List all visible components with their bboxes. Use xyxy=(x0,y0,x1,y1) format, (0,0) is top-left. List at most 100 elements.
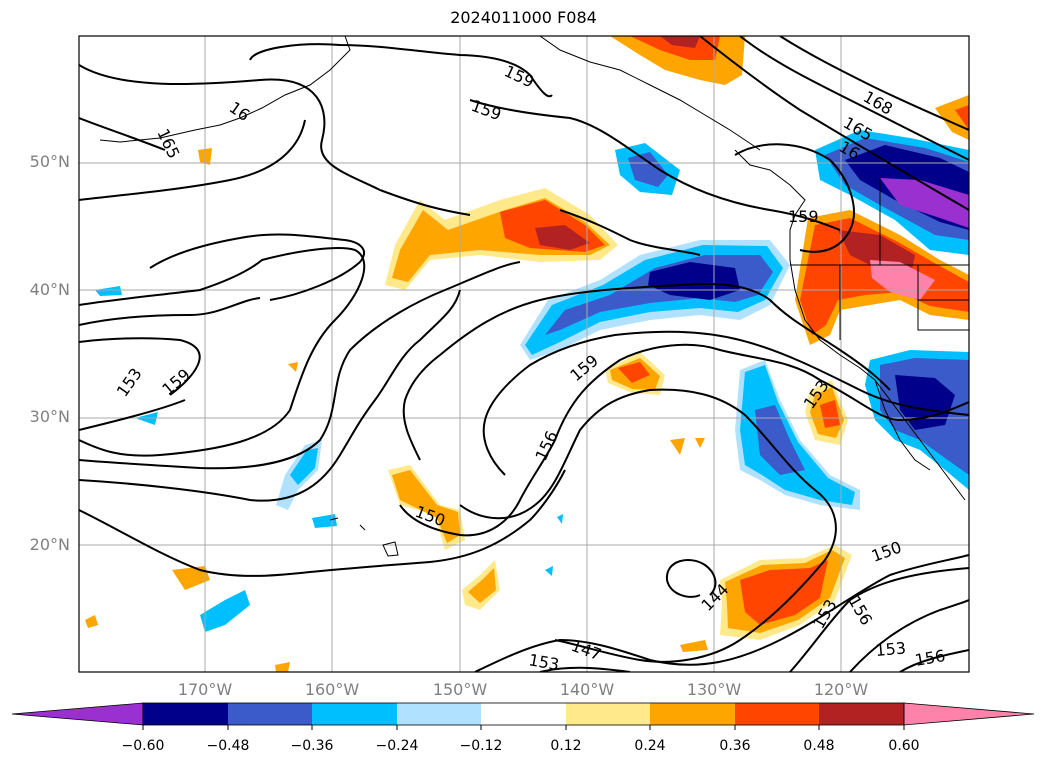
contour-line xyxy=(899,649,969,672)
colorbar-label: 0.60 xyxy=(888,738,920,754)
colorbar-label: 0.24 xyxy=(634,738,666,754)
contour-label: 159 xyxy=(566,351,602,385)
colorbar-segment xyxy=(819,703,904,725)
contour-line xyxy=(79,289,461,502)
field-positive xyxy=(680,640,708,652)
coastline-bc xyxy=(734,149,806,260)
contour-label: 159 xyxy=(158,365,194,399)
colorbar-label: 0.48 xyxy=(803,738,835,754)
field-positive xyxy=(275,662,290,672)
contour-label: 147 xyxy=(569,636,604,664)
colorbar xyxy=(11,702,1035,730)
field-positive xyxy=(468,568,496,603)
contour-line xyxy=(789,567,969,672)
field-positive xyxy=(618,362,650,383)
field-negative xyxy=(290,448,318,485)
colorbar-segment xyxy=(228,703,312,725)
colorbar-segment xyxy=(481,703,566,725)
contour-line xyxy=(79,469,566,577)
contour-line xyxy=(79,337,201,396)
field-negative xyxy=(312,514,337,528)
colorbar-label: 0.12 xyxy=(550,738,582,754)
contour-line xyxy=(665,559,717,598)
contour-label: 165 xyxy=(153,126,183,162)
colorbar-segment xyxy=(735,703,819,725)
field-negative xyxy=(895,375,955,430)
contour-line xyxy=(459,388,837,663)
contour-line xyxy=(849,599,969,672)
contour-line xyxy=(79,261,521,470)
field-negative xyxy=(755,405,805,475)
field-positive xyxy=(935,95,969,140)
lon-label: 130°W xyxy=(686,680,742,699)
lon-label: 140°W xyxy=(559,680,615,699)
contour-label: 153 xyxy=(113,364,146,400)
colorbar-segment xyxy=(650,703,735,725)
colorbar-label: −0.24 xyxy=(375,738,419,754)
hawaii xyxy=(329,517,399,557)
contour-line xyxy=(79,119,306,201)
field-positive xyxy=(172,566,210,590)
contour-line xyxy=(249,43,553,98)
lat-label: 50°N xyxy=(29,152,70,171)
colorbar-label: −0.36 xyxy=(290,738,334,754)
contour-label: 153 xyxy=(527,650,560,674)
lat-label: 40°N xyxy=(29,280,70,299)
contour-line xyxy=(399,343,969,537)
contour-line xyxy=(539,666,631,672)
contour-line xyxy=(149,233,365,301)
field-negative xyxy=(200,590,250,632)
field-positive xyxy=(820,400,840,428)
contour-line xyxy=(79,247,366,457)
field-negative xyxy=(628,152,668,187)
contour-line xyxy=(79,64,471,216)
coastline-alaska xyxy=(539,36,761,151)
height-contours xyxy=(79,36,969,672)
field-negative xyxy=(95,286,122,296)
graticule xyxy=(79,36,969,672)
colorbar-label: −0.48 xyxy=(206,738,250,754)
contour-line xyxy=(402,282,891,461)
field-positive xyxy=(660,36,700,48)
field-positive xyxy=(85,615,98,628)
lon-label: 160°W xyxy=(304,680,360,699)
field-positive xyxy=(535,225,590,250)
field-negative xyxy=(557,514,563,524)
contour-label: 159 xyxy=(788,207,819,226)
contour-line xyxy=(739,36,969,161)
colorbar-label: −0.12 xyxy=(459,738,503,754)
colorbar-segment xyxy=(312,703,397,725)
field-negative xyxy=(740,365,855,505)
contour-line xyxy=(474,554,969,672)
lon-label: 170°W xyxy=(177,680,233,699)
map-title: 2024011000 F084 xyxy=(450,8,597,27)
field-positive xyxy=(288,362,298,372)
field-positive xyxy=(392,470,460,543)
contour-line xyxy=(699,36,969,211)
contour-line xyxy=(734,143,855,253)
contour-label: 153 xyxy=(875,638,907,660)
field-positive xyxy=(670,438,685,455)
lon-label: 150°W xyxy=(432,680,488,699)
contour-line xyxy=(482,330,969,476)
colorbar-segment xyxy=(566,703,650,725)
contour-line xyxy=(469,99,841,231)
field-positive xyxy=(695,438,705,448)
map-frame xyxy=(78,35,970,673)
contour-line xyxy=(559,209,701,256)
contour-line xyxy=(79,399,186,431)
colorbar-segment xyxy=(397,703,481,725)
contour-line xyxy=(79,297,261,326)
lat-label: 20°N xyxy=(29,535,70,554)
contour-label: 150 xyxy=(869,537,904,565)
field-negative xyxy=(545,566,553,576)
state-borders xyxy=(790,178,969,340)
colorbar-extend-high xyxy=(903,702,1035,726)
coastline-alaska xyxy=(99,36,351,143)
lon-label: 120°W xyxy=(813,680,869,699)
colorbar-label: 0.36 xyxy=(719,738,751,754)
colorbar-label: −0.60 xyxy=(121,738,165,754)
field-positive xyxy=(955,105,969,130)
contour-label: 159 xyxy=(501,61,537,91)
